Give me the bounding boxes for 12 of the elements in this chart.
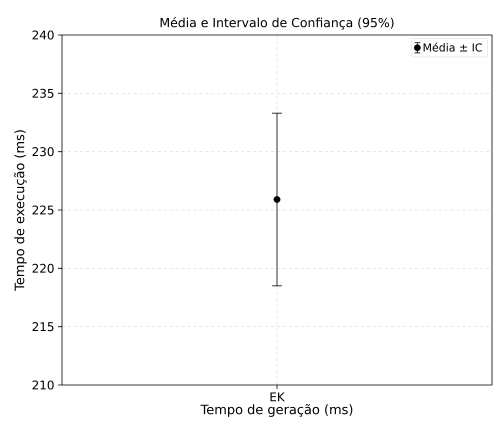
y-tick-label: 240 xyxy=(32,30,54,40)
chart-title: Média e Intervalo de Confiança (95%) xyxy=(160,17,394,30)
x-tick-label: EK xyxy=(270,392,285,402)
y-tick-label: 210 xyxy=(32,380,54,390)
legend-label: Média ± IC xyxy=(424,42,482,52)
y-tick-label: 220 xyxy=(32,264,54,273)
x-axis-title: Tempo de geração (ms) xyxy=(200,404,352,417)
y-tick-label: 235 xyxy=(32,88,54,98)
y-tick-label: 215 xyxy=(32,322,54,332)
y-axis-title: Tempo de execução (ms) xyxy=(14,130,27,291)
y-tick-label: 225 xyxy=(32,205,54,215)
y-tick-label: 230 xyxy=(32,147,54,156)
